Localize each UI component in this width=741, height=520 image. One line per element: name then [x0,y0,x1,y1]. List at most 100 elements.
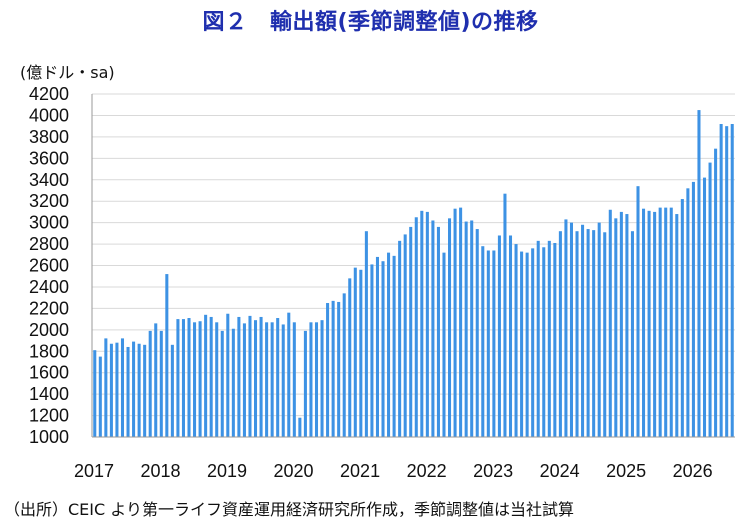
bar [176,319,180,437]
bar [143,344,147,437]
y-tick-label: 1600 [29,363,69,383]
bar [314,322,319,437]
bar [132,341,136,437]
y-tick-label: 3000 [29,213,69,233]
bar [204,314,208,437]
x-tick-label: 2019 [207,461,247,481]
bar [625,214,629,437]
x-tick-label: 2017 [74,461,114,481]
bar [237,316,241,437]
x-tick-label: 2020 [274,461,314,481]
bar [109,343,113,437]
bar [370,264,374,437]
bar [292,322,296,437]
bar [525,252,529,437]
bar [425,211,429,437]
bar [253,320,258,437]
bar [608,209,612,437]
bar [220,330,224,437]
bar [592,230,596,437]
bar [719,124,723,437]
bar [309,322,313,437]
bar [508,235,513,437]
bar [165,274,169,437]
bar [636,186,640,437]
bar [619,211,623,437]
bar [120,338,125,437]
x-axis: 2017 2018 2019 2020 2021 2022 2023 2024 2025 2026 [74,436,735,481]
bar [581,224,585,437]
bar [226,313,230,437]
bar [497,235,501,437]
bar [181,319,185,437]
bar [586,229,590,437]
chart-title: 図２ 輸出額(季節調整値)の推移 [202,10,539,35]
bar [137,343,141,437]
bar [115,342,119,437]
bar [98,356,102,437]
bar [403,234,407,437]
x-tick-label: 2023 [473,461,513,481]
y-axis-unit-label: (億ドル・sa) [20,63,115,82]
bar [242,323,246,437]
y-tick-label: 1200 [29,406,69,426]
bar [564,219,568,437]
bar [481,246,485,437]
bar [675,214,679,437]
bar [492,250,496,437]
bar [503,193,507,437]
bar [520,251,524,437]
y-tick-label: 1000 [29,427,69,447]
bar [669,207,673,437]
bar [664,207,668,437]
bar [486,250,490,437]
bar [409,226,413,437]
y-tick-label: 3200 [29,191,69,211]
bar [647,210,651,437]
bar [514,244,518,437]
bar [248,315,252,437]
bar [448,218,452,437]
bar [287,312,291,437]
bar [298,417,302,437]
bar [198,321,202,437]
bar [542,247,546,437]
bar [714,148,718,437]
bar [276,318,280,437]
bar [387,252,391,437]
bar [193,322,197,437]
bar [575,231,579,437]
y-tick-label: 2600 [29,256,69,276]
x-tick-label: 2024 [540,461,580,481]
y-tick-label: 1800 [29,341,69,361]
bar [342,293,346,437]
bar [691,181,695,437]
bar [359,269,363,437]
bar [725,126,729,437]
bar [331,300,335,437]
bar [126,346,130,437]
bar [531,248,535,437]
y-tick-label: 2200 [29,298,69,318]
bar [148,330,152,437]
bar [326,303,330,437]
bar [702,177,707,437]
bar [159,330,163,437]
bar [658,207,662,437]
bar [364,231,368,437]
bar [547,240,551,437]
bar [708,162,712,437]
bar [453,208,457,437]
bar [170,344,174,437]
x-tick-label: 2018 [140,461,180,481]
bar-series [93,110,734,437]
bar [464,221,468,437]
bar [353,267,357,437]
bar [553,242,557,437]
bar [569,222,574,437]
bar [642,208,646,437]
bar [281,324,285,437]
bar [414,217,418,437]
bar [215,322,219,437]
y-axis: 1000120014001600180020002200240026002800… [29,84,93,447]
